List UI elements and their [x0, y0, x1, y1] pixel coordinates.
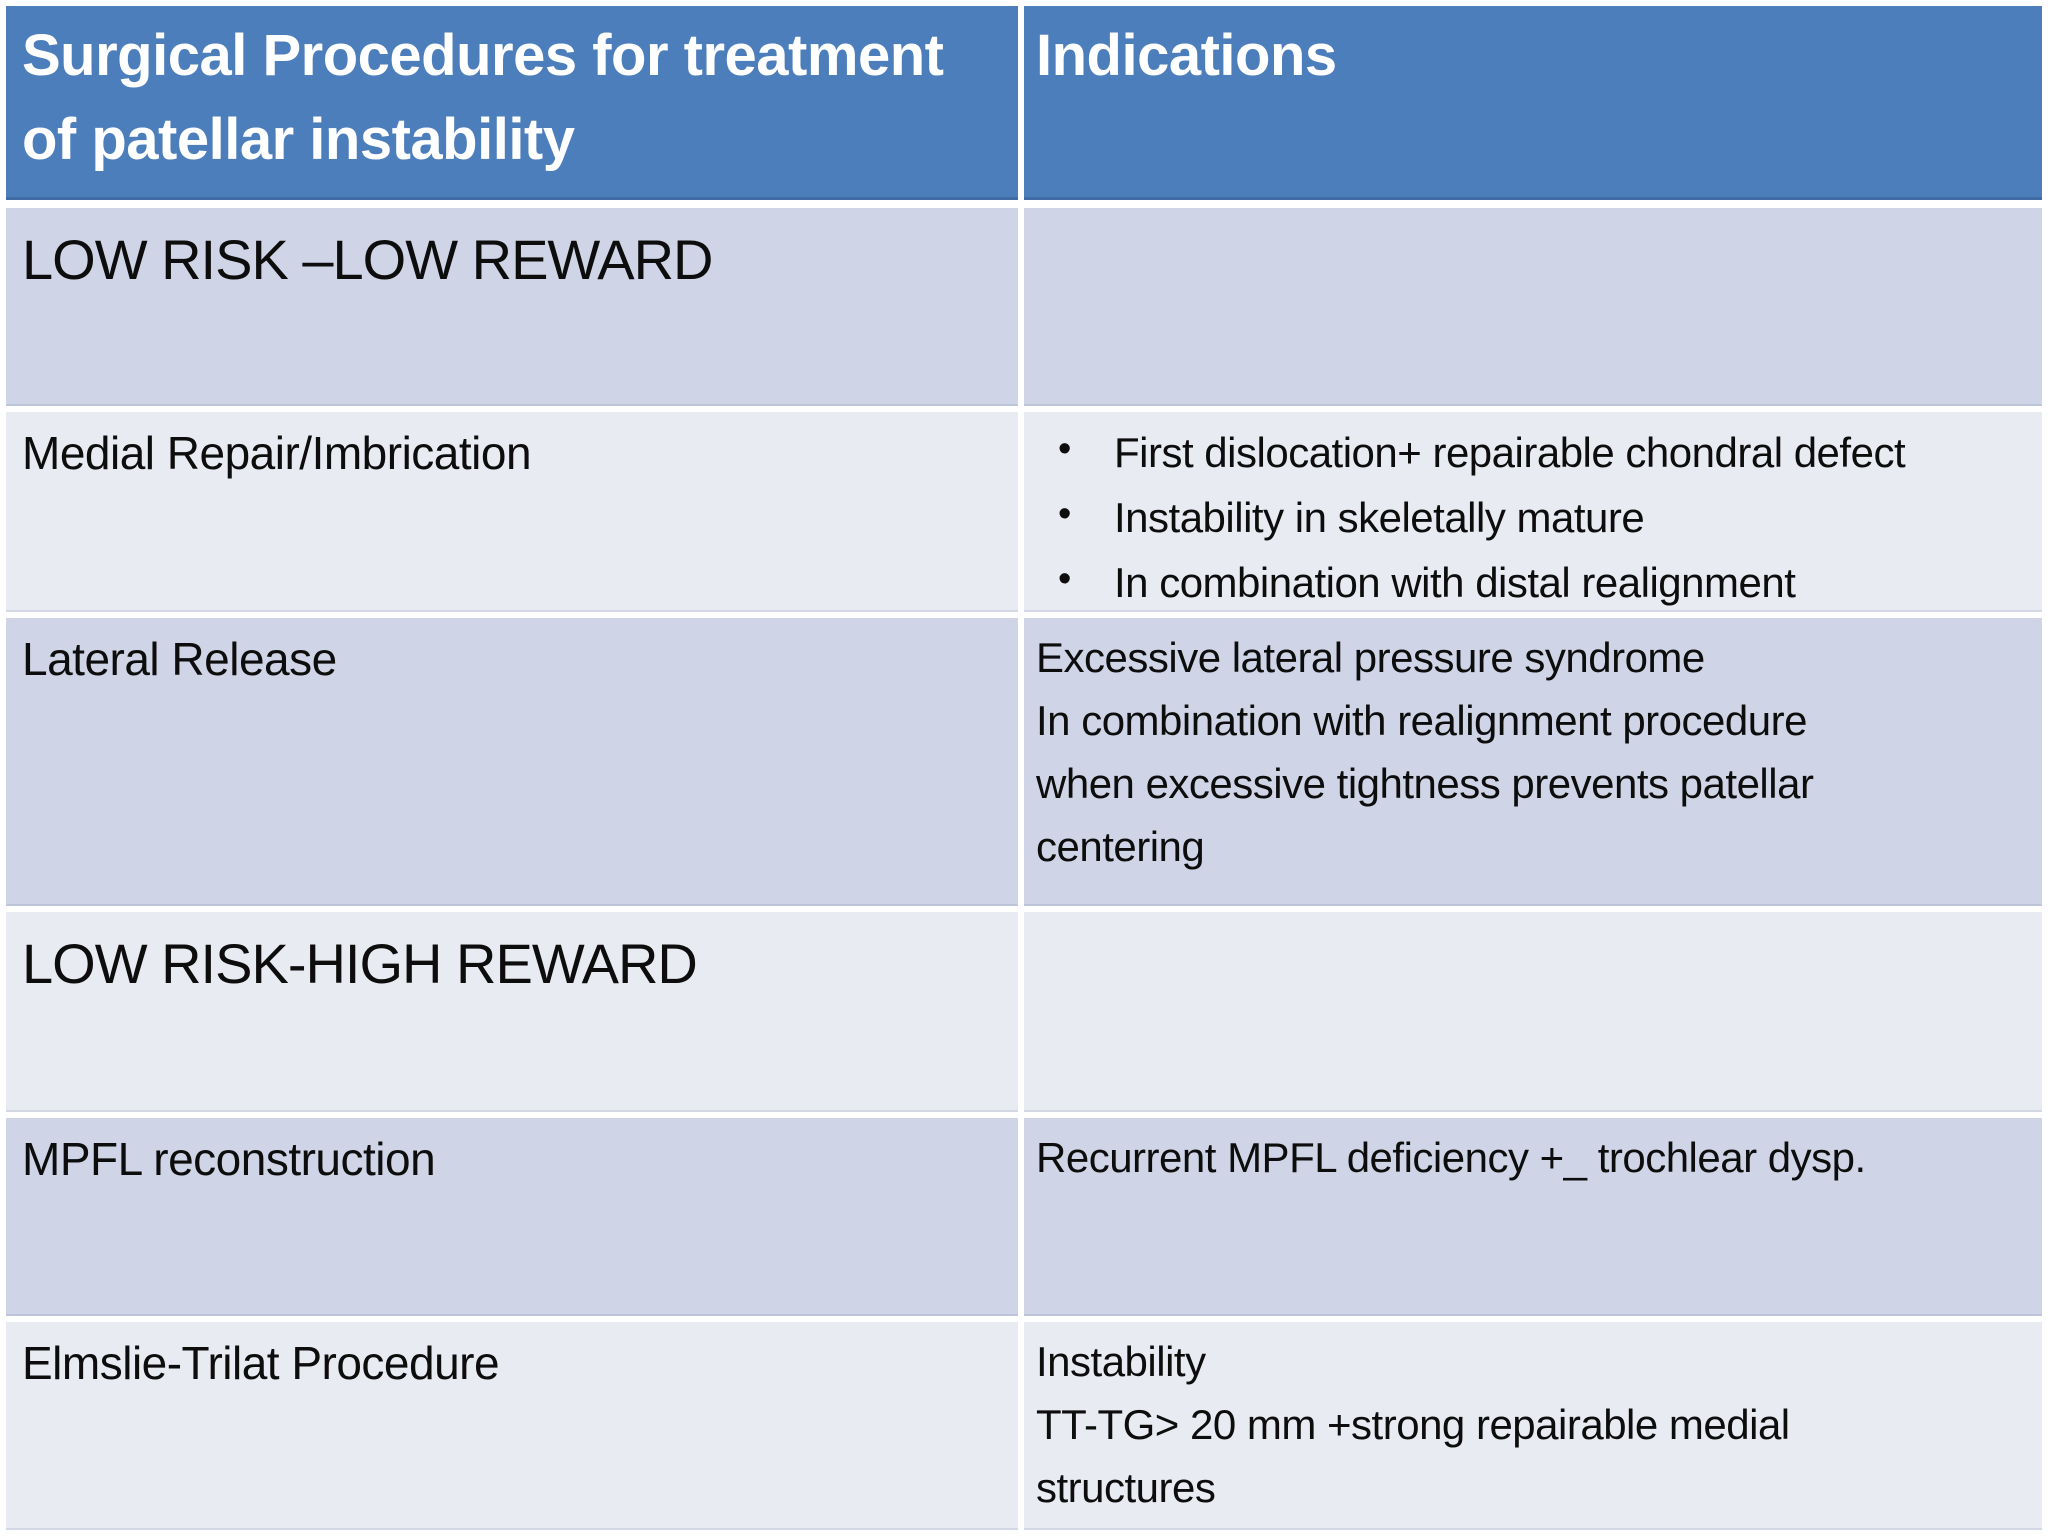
indication-bullet: Instability in skeletally mature	[1036, 485, 2038, 550]
indications-cell: Instability TT-TG> 20 mm +strong repairab…	[1024, 1322, 2042, 1530]
header-procedures-title-line1: Surgical Procedures for treatment	[22, 23, 944, 88]
procedure-label: LOW RISK –LOW REWARD	[22, 228, 713, 291]
procedure-cell: Elmslie-Trilat Procedure	[6, 1322, 1018, 1530]
indication-bullet-list: First dislocation+ repairable chondral d…	[1036, 420, 2038, 610]
table-row: LOW RISK-HIGH REWARD	[6, 912, 2042, 1112]
indication-line: Recurrent MPFL deficiency +_ trochlear d…	[1036, 1134, 1866, 1181]
procedure-cell: MPFL reconstruction	[6, 1118, 1018, 1316]
procedure-label: MPFL reconstruction	[22, 1133, 436, 1185]
header-indications-cell: Indications	[1024, 6, 2042, 200]
procedure-label: LOW RISK-HIGH REWARD	[22, 932, 698, 995]
indication-line: centering	[1036, 823, 1205, 870]
table-header-row: Surgical Procedures for treatment of pat…	[6, 6, 2042, 200]
procedure-label: Lateral Release	[22, 633, 337, 685]
indication-line: when excessive tightness prevents patell…	[1036, 760, 1814, 807]
header-procedures-title-line2: of patellar instability	[22, 107, 575, 173]
indications-cell: Excessive lateral pressure syndrome In co…	[1024, 618, 2042, 906]
procedure-cell: LOW RISK –LOW REWARD	[6, 208, 1018, 406]
header-indications-label: Indications	[1036, 23, 1337, 88]
procedure-cell: Lateral Release	[6, 618, 1018, 906]
procedure-cell: Medial Repair/Imbrication	[6, 412, 1018, 612]
indication-line: Excessive lateral pressure syndrome	[1036, 634, 1705, 681]
procedure-label: Medial Repair/Imbrication	[22, 427, 532, 479]
table-row: Medial Repair/Imbrication First dislocat…	[6, 412, 2042, 612]
indication-line: Instability	[1036, 1338, 1206, 1385]
table-row: Elmslie-Trilat Procedure Instability TT-T…	[6, 1322, 2042, 1530]
indications-cell	[1024, 912, 2042, 1112]
indication-line: structures	[1036, 1464, 1216, 1511]
indication-bullet: First dislocation+ repairable chondral d…	[1036, 420, 2038, 485]
indications-cell: Recurrent MPFL deficiency +_ trochlear d…	[1024, 1118, 2042, 1316]
procedure-cell: LOW RISK-HIGH REWARD	[6, 912, 1018, 1112]
indication-lines: Recurrent MPFL deficiency +_ trochlear d…	[1036, 1126, 2038, 1189]
indication-lines: Instability TT-TG> 20 mm +strong repairab…	[1036, 1330, 2038, 1519]
indication-line: In combination with realignment procedur…	[1036, 697, 1807, 744]
table-row: LOW RISK –LOW REWARD	[6, 208, 2042, 406]
header-procedures-cell: Surgical Procedures for treatment of pat…	[6, 6, 1018, 200]
table-body: LOW RISK –LOW REWARD Medial Repair/Imbri…	[6, 208, 2042, 1530]
indication-line: TT-TG> 20 mm +strong repairable medial	[1036, 1401, 1790, 1448]
indications-cell	[1024, 208, 2042, 406]
indication-bullet: In combination with distal realignment	[1036, 550, 2038, 610]
table-row: MPFL reconstruction Recurrent MPFL defic…	[6, 1118, 2042, 1316]
indications-cell: First dislocation+ repairable chondral d…	[1024, 412, 2042, 612]
procedure-label: Elmslie-Trilat Procedure	[22, 1337, 500, 1389]
table-row: Lateral Release Excessive lateral pressu…	[6, 618, 2042, 906]
indication-lines: Excessive lateral pressure syndrome In co…	[1036, 626, 2038, 878]
